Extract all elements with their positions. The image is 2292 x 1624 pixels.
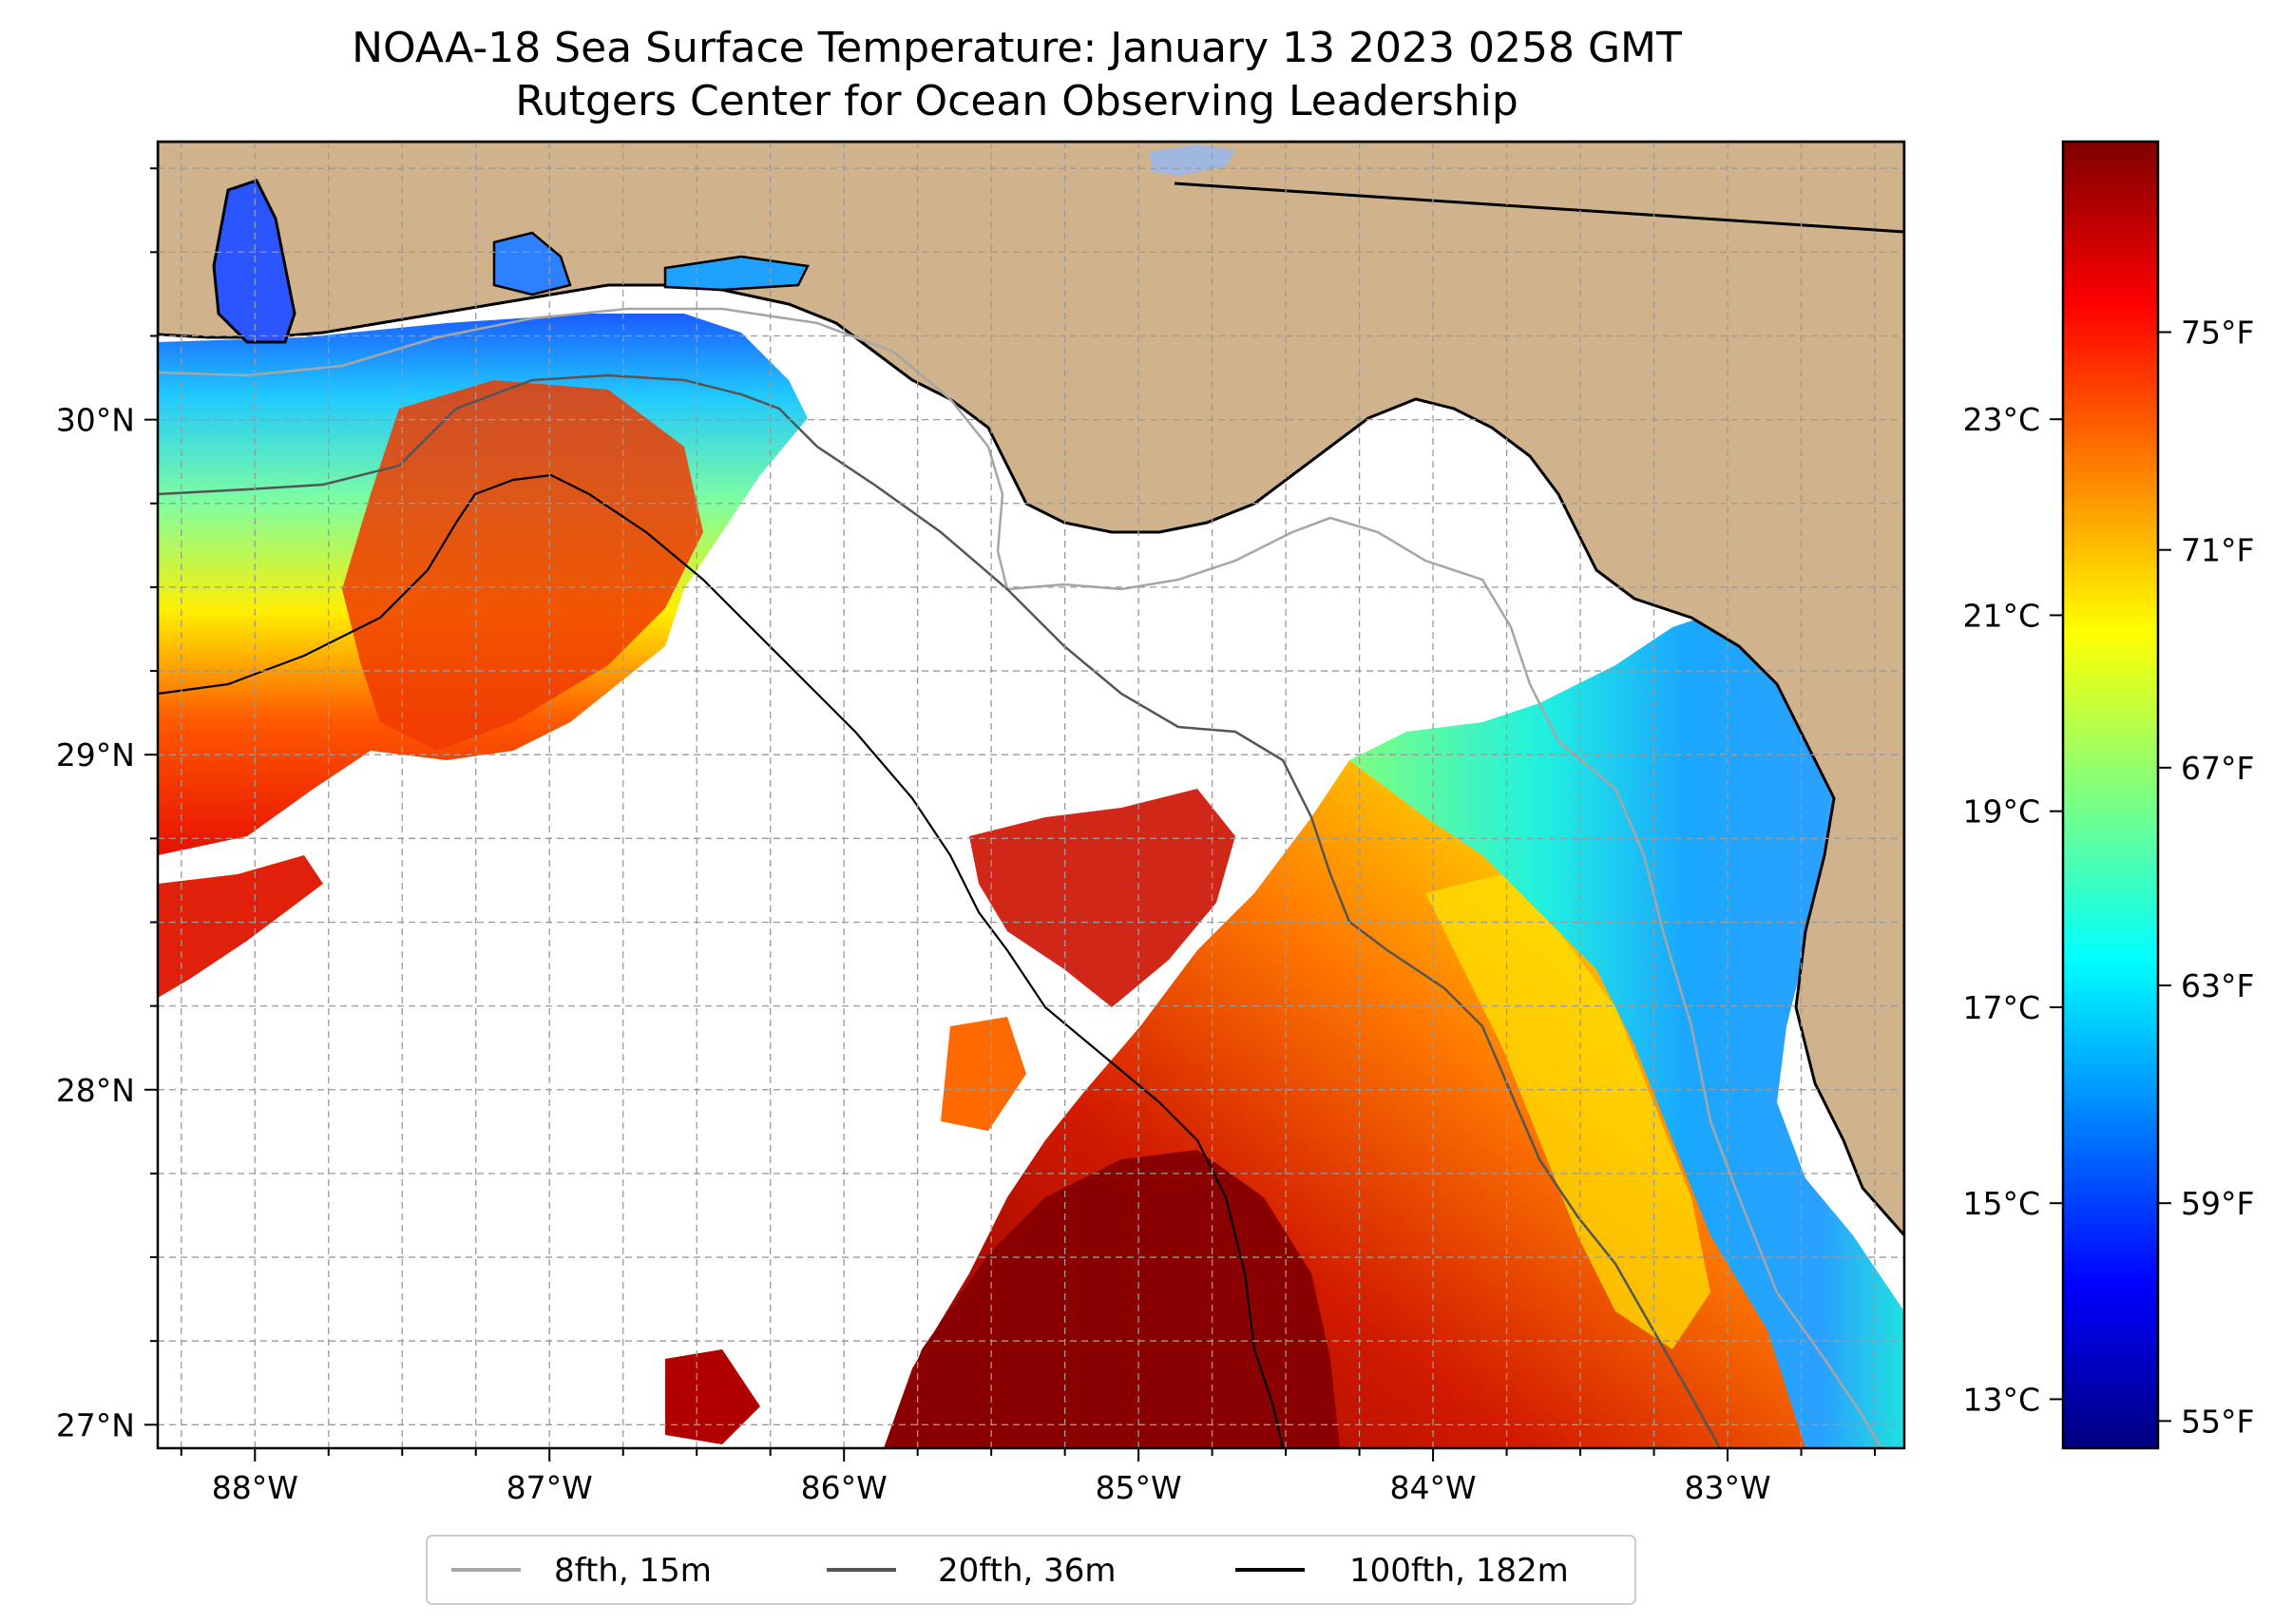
sst-small-patch-1: [941, 1017, 1026, 1131]
colorbar-celsius-axis: 23°C 21°C 19°C 17°C 15°C 13°C: [1962, 401, 2063, 1418]
latitude-axis: 30°N 29°N 28°N 27°N: [56, 167, 158, 1443]
sst-eastern-cool: [1349, 608, 1904, 1448]
colorbar-c-label: 19°C: [1962, 793, 2040, 831]
contour-100fth: [158, 473, 1285, 1448]
colorbar-f-label: 75°F: [2181, 315, 2254, 352]
legend: 8fth, 15m 20fth, 36m 100fth, 182m: [426, 1535, 1636, 1605]
lon-tick-label: 86°W: [801, 1469, 888, 1506]
lat-tick-label: 29°N: [56, 736, 135, 774]
sst-scattered-red: [969, 789, 1235, 1007]
legend-label-8fth: 8fth, 15m: [554, 1552, 712, 1590]
colorbar-c-label: 23°C: [1962, 401, 2040, 438]
chart-title-line1: NOAA-18 Sea Surface Temperature: January…: [352, 24, 1682, 72]
sst-yellow-transition: [1425, 874, 1710, 1349]
colorbar-f-label: 67°F: [2181, 750, 2254, 787]
lat-tick-label: 27°N: [56, 1406, 135, 1443]
map-gridlines: [158, 142, 1904, 1448]
mobile-bay: [212, 179, 296, 344]
colorbar-c-label: 21°C: [1962, 597, 2040, 634]
colorbar-f-label: 71°F: [2181, 532, 2254, 569]
legend-box: [426, 1535, 1636, 1605]
colorbar: [2061, 140, 2160, 1450]
lat-tick-label: 28°N: [56, 1072, 135, 1109]
lat-tick-label: 30°N: [56, 402, 135, 439]
colorbar-c-label: 15°C: [1962, 1185, 2040, 1222]
state-border: [1174, 182, 1904, 234]
colorbar-fahrenheit-axis: 75°F 71°F 67°F 63°F 59°F 55°F: [2158, 315, 2254, 1440]
colorbar-c-label: 13°C: [1962, 1381, 2040, 1418]
legend-label-20fth: 20fth, 36m: [938, 1552, 1117, 1590]
pensacola-bay: [492, 231, 572, 296]
lake: [1150, 144, 1235, 176]
sst-warm-core: [342, 380, 703, 751]
contour-20fth: [158, 373, 1722, 1448]
colorbar-c-label: 17°C: [1962, 989, 2040, 1026]
lon-tick-label: 85°W: [1096, 1469, 1182, 1506]
choctawhatchee-bay: [663, 255, 810, 292]
map-frame: [156, 140, 1906, 1450]
legend-label-100fth: 100fth, 182m: [1349, 1552, 1569, 1590]
sst-small-patch-2: [665, 1349, 760, 1444]
sst-dark-red-core: [884, 1150, 1340, 1448]
colorbar-f-label: 59°F: [2181, 1185, 2254, 1222]
lon-tick-label: 83°W: [1684, 1469, 1770, 1506]
chart-title-line2: Rutgers Center for Ocean Observing Leade…: [515, 77, 1518, 125]
lon-tick-label: 84°W: [1390, 1469, 1477, 1506]
contour-8fth: [158, 307, 1883, 1448]
land-north: [158, 142, 1904, 1238]
map-panel: [158, 142, 1904, 1448]
lon-tick-label: 87°W: [506, 1469, 593, 1506]
longitude-axis: 88°W 87°W 86°W 85°W 84°W 83°W: [180, 1448, 1877, 1506]
lon-tick-label: 88°W: [212, 1469, 298, 1506]
sst-west-patch: [158, 855, 323, 998]
colorbar-f-label: 63°F: [2181, 967, 2254, 1004]
colorbar-f-label: 55°F: [2181, 1403, 2254, 1440]
